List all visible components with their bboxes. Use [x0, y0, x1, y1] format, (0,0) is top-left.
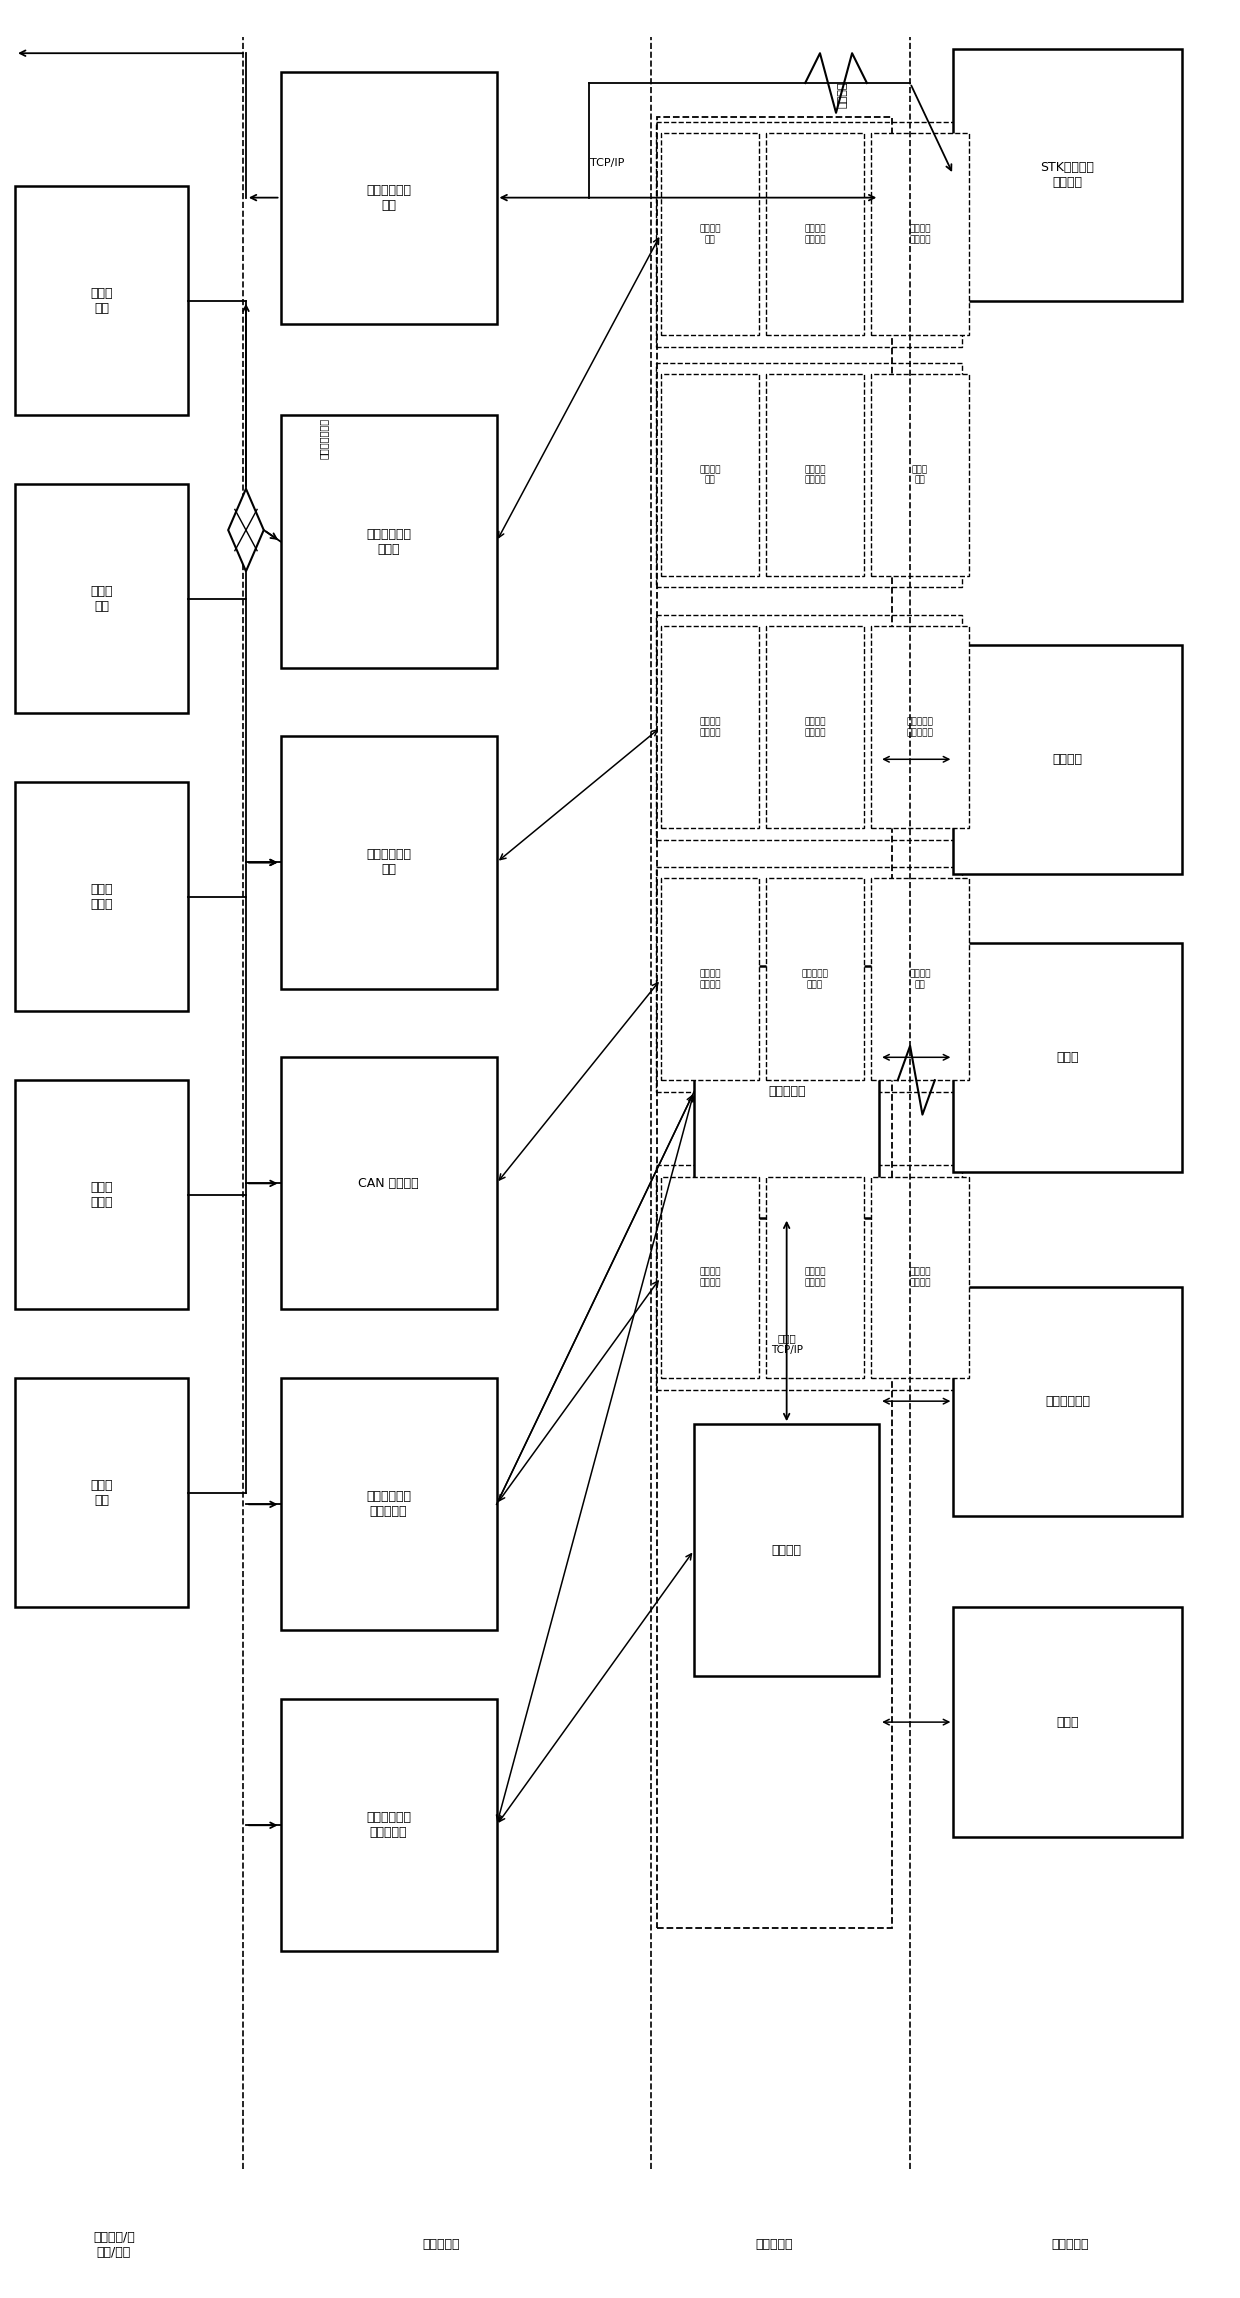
Text: 遥测信中
记录模块: 遥测信中 记录模块 [805, 464, 826, 485]
Text: CAN 监视设备: CAN 监视设备 [358, 1177, 419, 1190]
Bar [656, 616, 962, 839]
Bar [765, 1177, 864, 1379]
Text: 数据处理
模块: 数据处理 模块 [699, 225, 720, 244]
Text: 太阳电池阵列
模拟器: 太阳电池阵列 模拟器 [366, 529, 410, 556]
Bar [954, 1609, 1182, 1836]
Bar [765, 627, 864, 827]
Text: 外围设备层: 外围设备层 [423, 2238, 460, 2252]
Bar [694, 965, 879, 1218]
Bar [765, 375, 864, 577]
Bar [15, 781, 188, 1011]
Text: 控制系统自动
化测试设备: 控制系统自动 化测试设备 [366, 1491, 410, 1519]
Bar [280, 71, 496, 324]
Text: 参数管理
模块: 参数管理 模块 [699, 464, 720, 485]
Bar [870, 1177, 970, 1379]
Text: 台式机: 台式机 [1056, 1717, 1079, 1728]
Text: 遥测数据
管理模块: 遥测数据 管理模块 [909, 1268, 931, 1287]
Text: 测控系统自动
化测试设备: 测控系统自动 化测试设备 [366, 1811, 410, 1838]
Text: 工兆网
TCP/IP: 工兆网 TCP/IP [770, 1333, 802, 1354]
Text: 工控机: 工控机 [1056, 1050, 1079, 1064]
Bar [15, 1379, 188, 1609]
Text: 遥测数据
处理模块: 遥测数据 处理模块 [699, 1268, 720, 1287]
Bar [954, 48, 1182, 301]
Text: 导航分
系统: 导航分 系统 [91, 287, 113, 315]
Bar [656, 866, 962, 1092]
Bar [656, 122, 962, 347]
Text: 告警监视
模块: 告警监视 模块 [909, 970, 931, 988]
Bar [280, 1057, 496, 1310]
Bar [694, 1425, 879, 1675]
Text: 磁盘阵列: 磁盘阵列 [771, 1544, 801, 1556]
Text: 测控分
系统: 测控分 系统 [91, 1480, 113, 1507]
Text: 遥控指令
发送模块: 遥控指令 发送模块 [699, 717, 720, 738]
Bar [661, 133, 759, 336]
Bar [15, 1080, 188, 1310]
Bar [870, 375, 970, 577]
Text: 遥测数据
回放模块: 遥测数据 回放模块 [805, 225, 826, 244]
Text: 便携式笔记本: 便携式笔记本 [1045, 1395, 1090, 1409]
Bar [656, 1165, 962, 1390]
Text: 遥测数据
存储模块: 遥测数据 存储模块 [805, 1268, 826, 1287]
Bar [661, 1177, 759, 1379]
Bar [870, 878, 970, 1080]
Text: 综测服务器: 综测服务器 [768, 1085, 806, 1098]
Bar [954, 646, 1182, 873]
Bar [280, 1698, 496, 1951]
Bar [280, 416, 496, 669]
Bar [656, 363, 962, 588]
Bar [15, 186, 188, 416]
Text: 无线路由: 无线路由 [837, 80, 847, 108]
Text: 中间服务层: 中间服务层 [755, 2238, 794, 2252]
Bar [765, 133, 864, 336]
Text: 测试过程
管理模块: 测试过程 管理模块 [909, 225, 931, 244]
Text: 测试序列
配置模块: 测试序列 配置模块 [805, 717, 826, 738]
Bar [954, 942, 1182, 1172]
Text: 测量数据
显示模块: 测量数据 显示模块 [699, 970, 720, 988]
Bar [661, 627, 759, 827]
Text: 脱插信号监视
设备: 脱插信号监视 设备 [366, 848, 410, 876]
Text: 姿控执
行器件: 姿控执 行器件 [91, 882, 113, 910]
Text: 大阳能
模块: 大阳能 模块 [911, 464, 928, 485]
Text: STK卫星动画
显示电脑: STK卫星动画 显示电脑 [1040, 161, 1095, 188]
Bar [661, 375, 759, 577]
Text: 平板电脑: 平板电脑 [1053, 754, 1083, 765]
Text: 用户终端层: 用户终端层 [1052, 2238, 1089, 2252]
Bar [954, 1287, 1182, 1517]
Text: 测试数据显
示模块: 测试数据显 示模块 [801, 970, 828, 988]
Bar [657, 117, 892, 1928]
Polygon shape [228, 489, 264, 572]
Bar [765, 878, 864, 1080]
Bar [15, 485, 188, 712]
Bar [870, 133, 970, 336]
Bar [280, 1379, 496, 1629]
Text: 星上单机/分
系统/线缆: 星上单机/分 系统/线缆 [93, 2231, 135, 2259]
Text: 姿控敏
感器件: 姿控敏 感器件 [91, 1181, 113, 1209]
Text: 中心计
算机: 中心计 算机 [91, 584, 113, 614]
Bar [280, 735, 496, 988]
Bar [870, 627, 970, 827]
Text: 其他专用测试
设备: 其他专用测试 设备 [366, 184, 410, 211]
Text: 卫星脱落连接器: 卫星脱落连接器 [319, 418, 329, 460]
Text: TCP/IP: TCP/IP [590, 159, 625, 168]
Bar [661, 878, 759, 1080]
Text: 测试序列自
动执行模块: 测试序列自 动执行模块 [906, 717, 934, 738]
